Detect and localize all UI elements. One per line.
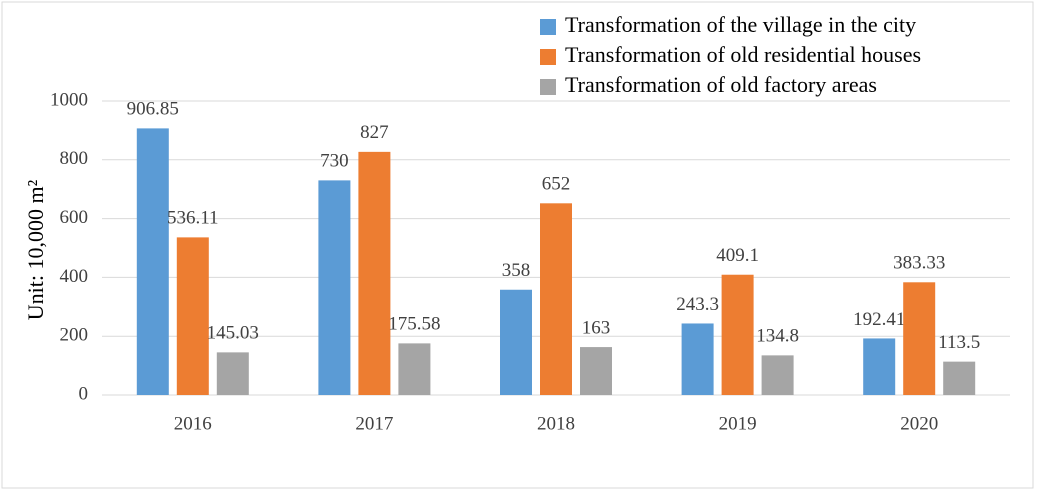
x-tick-label: 2016 (174, 413, 212, 434)
bar (398, 343, 431, 395)
bar (681, 323, 714, 395)
x-tick-label: 2020 (900, 413, 938, 434)
x-tick-label: 2019 (719, 413, 757, 434)
legend-swatch (540, 19, 556, 35)
y-tick-label: 800 (60, 148, 89, 169)
bar (903, 282, 936, 395)
data-label: 192.41 (853, 309, 905, 330)
bar (943, 361, 976, 395)
data-label: 163 (582, 317, 611, 338)
bar (500, 289, 532, 395)
data-label: 175.58 (388, 314, 440, 335)
data-label: 906.85 (127, 99, 179, 120)
bar (358, 151, 391, 395)
data-label: 243.3 (676, 294, 719, 315)
bar (761, 355, 794, 395)
bar (136, 128, 169, 395)
data-label: 536.11 (167, 208, 219, 229)
legend-swatch (540, 79, 556, 95)
y-axis-label: Unit: 10,000 m² (23, 179, 48, 320)
data-label: 827 (360, 122, 389, 143)
data-label: 652 (542, 174, 571, 195)
bar (721, 274, 754, 395)
data-label: 145.03 (207, 323, 259, 344)
bar (540, 203, 572, 395)
data-label: 383.33 (893, 253, 945, 274)
legend-label: Transformation of old factory areas (565, 72, 877, 97)
y-tick-label: 400 (60, 266, 89, 287)
bar (216, 352, 249, 395)
legend-label: Transformation of the village in the cit… (565, 12, 916, 37)
y-tick-label: 1000 (50, 89, 88, 110)
bar (863, 338, 896, 395)
bar (318, 180, 351, 395)
data-label: 134.8 (756, 326, 799, 347)
y-tick-label: 600 (60, 207, 89, 228)
data-label: 358 (502, 260, 531, 281)
y-tick-label: 200 (60, 325, 89, 346)
x-tick-label: 2017 (355, 413, 393, 434)
legend-swatch (540, 49, 556, 65)
data-label: 730 (320, 151, 349, 172)
bar (176, 237, 209, 395)
data-label: 409.1 (716, 245, 759, 266)
bar (580, 347, 612, 395)
y-tick-label: 0 (79, 383, 89, 404)
legend-label: Transformation of old residential houses (565, 42, 921, 67)
x-tick-label: 2018 (537, 413, 575, 434)
data-label: 113.5 (938, 332, 980, 353)
